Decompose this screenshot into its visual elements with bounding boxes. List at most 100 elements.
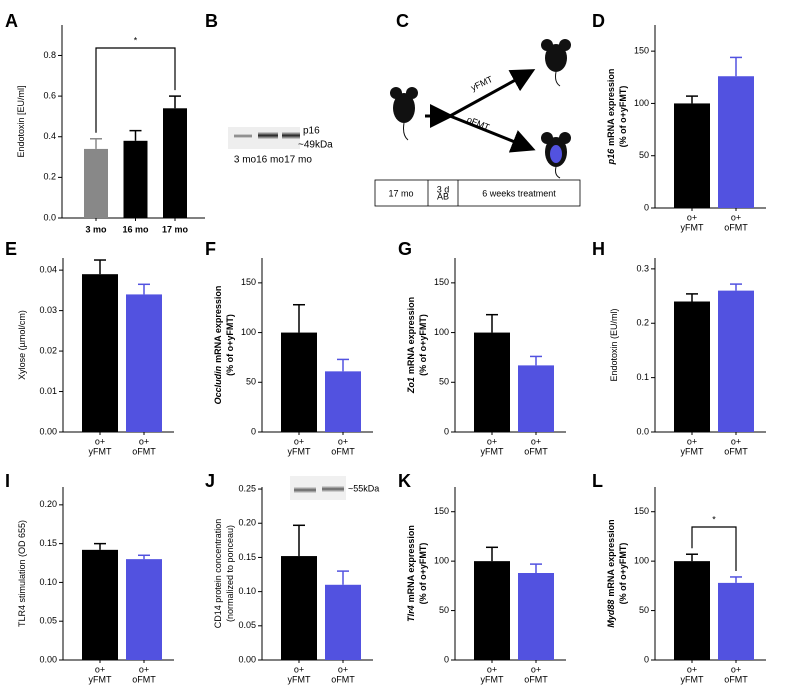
x-tick-label: o+ [731, 436, 741, 446]
timeline-label: AB [437, 191, 449, 201]
x-tick-label: o+ [487, 436, 497, 446]
x-tick-label: oFMT [724, 222, 748, 232]
y-tick-label: 0 [644, 202, 649, 212]
y-axis-label: Endotoxin (EU/ml) [609, 308, 619, 381]
y-tick-label: 0.04 [39, 265, 57, 275]
y-tick-label: 150 [434, 277, 449, 287]
y-axis-label: Xylose (µmol/cm) [17, 310, 27, 380]
x-tick-label: 16 mo [122, 224, 149, 234]
timeline-label: 17 mo [388, 188, 413, 198]
timeline-label: 3 d [437, 184, 450, 194]
x-tick-label: o+ [294, 436, 304, 446]
lane-label: 16 mo [256, 155, 284, 166]
y-tick-label: 150 [634, 506, 649, 516]
x-tick-label: yFMT [288, 446, 311, 456]
lane-label: 17 mo [284, 155, 312, 166]
y-tick-label: 50 [439, 605, 449, 615]
significance-bracket [691, 526, 737, 571]
y-tick-label: 150 [241, 277, 256, 287]
y-tick-label: 0.01 [39, 386, 57, 396]
y-axis-label: (% of o+yFMT) [618, 543, 628, 605]
x-tick-label: o+ [531, 436, 541, 446]
y-axis-label: (% of o+yFMT) [418, 543, 428, 605]
y-tick-label: 100 [241, 327, 256, 337]
panel-letter: L [592, 471, 603, 491]
panel-letter: G [398, 239, 412, 259]
inset-blot: ~55kDa [290, 476, 379, 500]
bar [281, 332, 317, 432]
panel-letter: K [398, 471, 411, 491]
y-tick-label: 0.10 [238, 586, 256, 596]
x-tick-label: 3 mo [85, 224, 107, 234]
panel-letter: E [5, 239, 17, 259]
bar [718, 76, 754, 209]
gene-name: Occludin [213, 365, 223, 404]
mouse [541, 39, 571, 87]
blot-band [322, 486, 344, 492]
y-tick-label: 0.00 [39, 426, 57, 436]
arrow [449, 69, 536, 118]
y-tick-label: 0.20 [238, 518, 256, 528]
bar [718, 582, 754, 660]
y-axis-label: Tlr4 mRNA expression [406, 525, 416, 622]
y-tick-label: 100 [434, 327, 449, 337]
bar [518, 573, 554, 660]
y-axis-label-part: (% of o+yFMT) [225, 314, 235, 376]
y-axis-label: (normalized to ponceau) [225, 525, 235, 622]
blot-band [234, 134, 252, 138]
mouse [390, 87, 418, 141]
gene-name: Tlr4 [406, 605, 416, 622]
x-tick-label: o+ [487, 664, 497, 674]
y-axis-label: TLR4 stimulation (OD 655) [17, 520, 27, 627]
y-axis-label-part: mRNA expression [606, 519, 616, 596]
blot-b: p16 ~49kDa 3 mo 16 mo 17 mo [228, 126, 333, 166]
bar [718, 290, 754, 432]
x-tick-label: yFMT [681, 222, 704, 232]
y-axis-label: (% of o+yFMT) [225, 314, 235, 376]
bar [126, 294, 162, 432]
x-tick-label: o+ [731, 664, 741, 674]
bar [518, 365, 554, 432]
y-tick-label: 0.25 [238, 483, 256, 493]
x-tick-label: o+ [731, 212, 741, 222]
mouse [541, 132, 571, 179]
x-tick-label: oFMT [331, 674, 355, 684]
y-axis-label: (% of o+yFMT) [418, 314, 428, 376]
x-tick-label: oFMT [132, 446, 156, 456]
bar [474, 561, 510, 660]
y-axis-label-part: (normalized to ponceau) [225, 525, 235, 622]
y-tick-label: 50 [639, 150, 649, 160]
panel-letter: C [396, 11, 409, 31]
y-tick-label: 0.0 [636, 426, 649, 436]
y-axis-label-part: mRNA expression [406, 297, 416, 374]
y-tick-label: 100 [434, 556, 449, 566]
y-tick-label: 0.02 [39, 345, 57, 355]
y-axis-label: Endotoxin [EU/ml] [16, 85, 26, 157]
y-axis-label: Myd88 mRNA expression [606, 519, 616, 627]
x-tick-label: yFMT [481, 446, 504, 456]
y-tick-label: 0.05 [238, 620, 256, 630]
inset-label: ~55kDa [348, 483, 379, 493]
y-tick-label: 0.10 [39, 577, 57, 587]
panel-letter: B [205, 11, 218, 31]
y-tick-label: 0.15 [39, 538, 57, 548]
panel-letter: D [592, 11, 605, 31]
bar [82, 274, 118, 432]
x-tick-label: o+ [338, 664, 348, 674]
y-tick-label: 0.15 [238, 552, 256, 562]
y-axis-label: p16 mRNA expression [606, 69, 616, 166]
y-tick-label: 0.20 [39, 499, 57, 509]
timeline [374, 179, 581, 207]
timeline-label: 6 weeks treatment [482, 188, 556, 198]
x-tick-label: o+ [338, 436, 348, 446]
x-tick-label: yFMT [89, 674, 112, 684]
y-axis-label-part: TLR4 stimulation (OD 655) [17, 520, 27, 627]
gene-name: p16 [606, 148, 616, 166]
arrow [449, 114, 536, 153]
y-tick-label: 0.8 [43, 50, 56, 60]
y-axis-label-part: mRNA expression [406, 525, 416, 602]
y-tick-label: 50 [439, 377, 449, 387]
y-tick-label: 0.0 [43, 212, 56, 222]
y-tick-label: 50 [246, 377, 256, 387]
diagram-c: yFMT oFMT 17 mo 3 d AB 6 weeks treatment [374, 39, 581, 207]
